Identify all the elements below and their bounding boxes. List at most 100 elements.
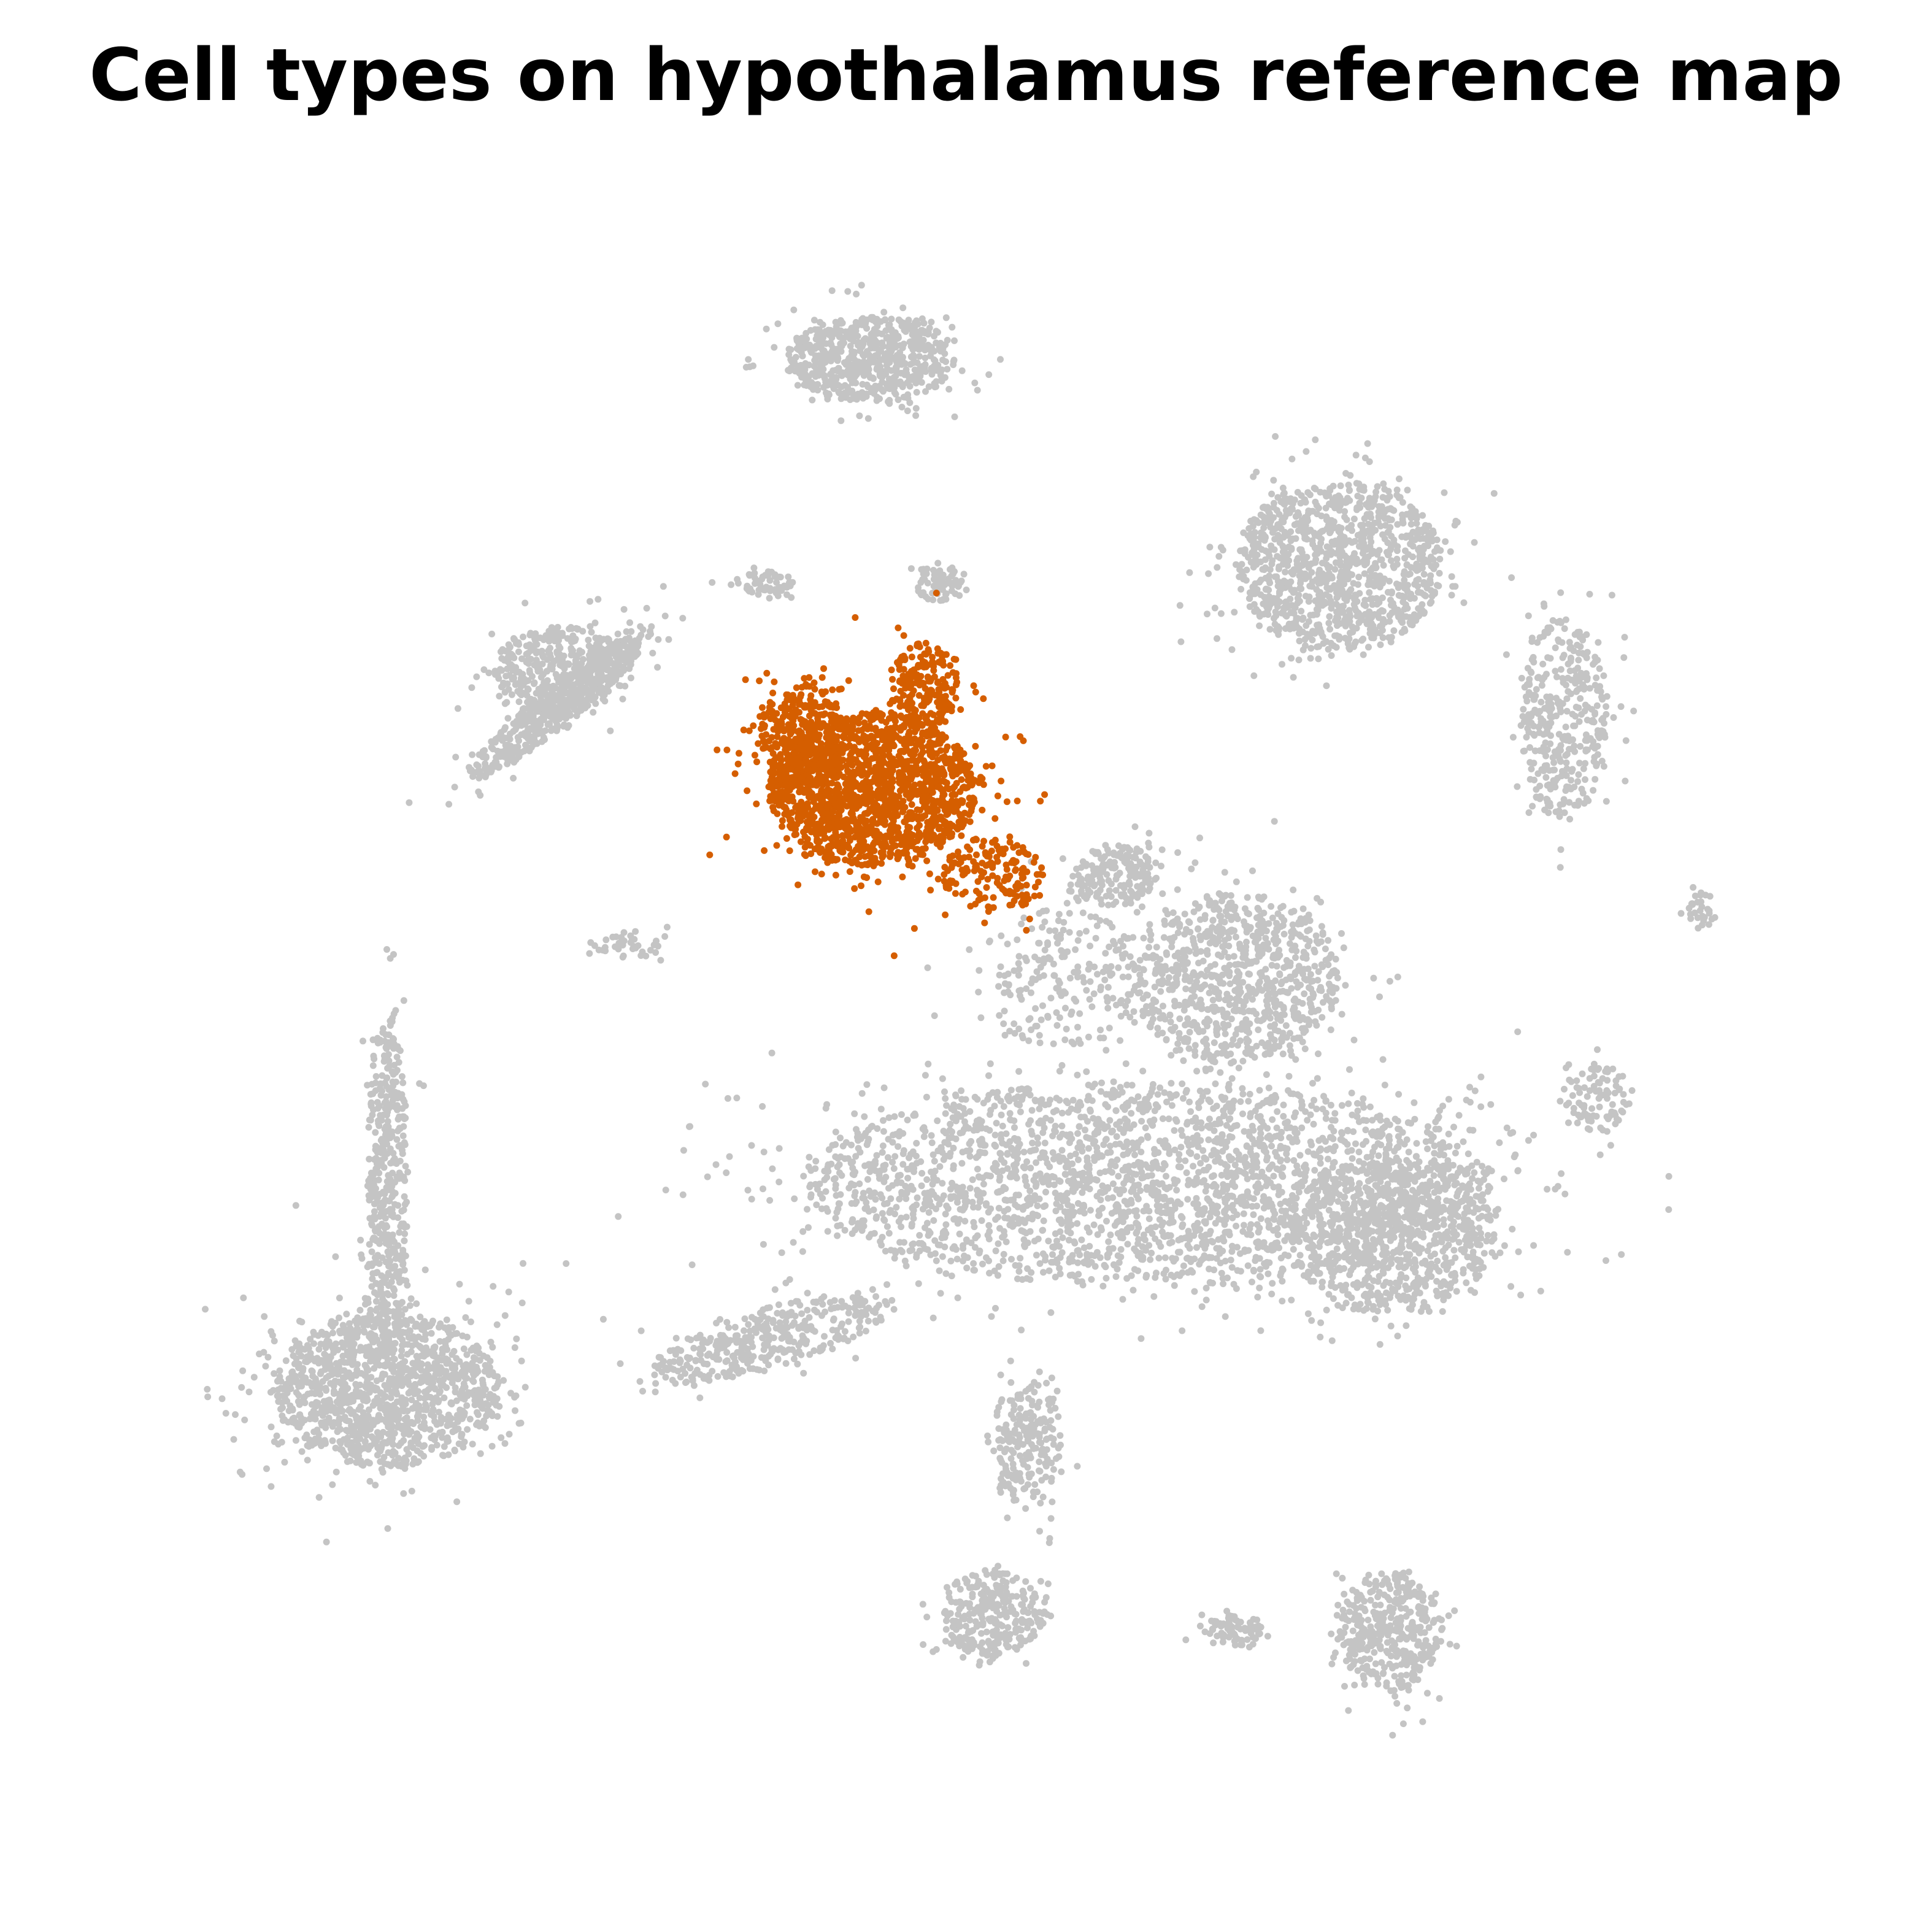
cell-point [443,1316,450,1323]
cell-point [1548,705,1555,712]
cell-point [479,1379,487,1387]
cell-point [358,1370,365,1377]
cell-point [1530,658,1538,666]
cell-point [491,668,499,675]
cell-point [1509,734,1517,741]
cell-point [531,736,538,744]
cell-point [514,749,521,756]
cell-point [526,631,534,639]
cell-point [1335,523,1342,531]
cell-point [660,583,667,590]
cell-point [394,1202,402,1209]
cell-point [1338,533,1345,539]
cell-point [774,320,782,328]
cell-point [1308,569,1315,576]
cell-point [1365,644,1372,651]
cell-point [1337,541,1345,548]
cell-point [1264,597,1272,604]
cell-point [368,1100,375,1107]
cell-point [905,317,912,324]
cell-point [385,1051,392,1058]
cell-point [328,1407,335,1414]
cell-point [512,664,520,671]
cell-point [401,1193,408,1200]
cell-point [1572,704,1580,710]
cell-point [514,688,521,695]
cell-point [417,1450,424,1457]
cell-point [1452,517,1460,525]
cell-point [347,1345,355,1353]
cell-point [1396,494,1404,501]
cell-point [1350,515,1358,523]
cell-point [373,1377,380,1385]
cell-point [1300,571,1307,578]
cell-point [1572,712,1579,720]
cell-point [1334,593,1341,601]
cell-point [468,684,475,691]
cell-point [380,1208,387,1215]
cell-point [1344,593,1351,601]
cell-point [538,738,545,745]
cell-point [329,1481,336,1488]
cell-point [380,1139,387,1147]
cell-point [1361,515,1368,522]
cell-point [1367,596,1374,603]
cell-point [296,1340,303,1347]
cell-point [1357,504,1364,511]
cell-point [428,1330,435,1337]
cell-point [907,565,915,572]
cell-point [1557,589,1564,596]
cell-point [1385,506,1391,513]
cell-point [1264,586,1271,593]
cell-point [799,352,806,360]
cell-point [1360,636,1367,642]
cell-point [356,1347,364,1354]
cell-point [631,637,639,644]
cell-point [388,1091,395,1099]
cell-point [963,587,970,593]
cell-point [398,1073,406,1080]
cell-point [298,1448,306,1455]
cell-point [344,1370,351,1377]
cell-point [1601,731,1608,738]
cell-point [401,1306,409,1313]
cell-point [498,733,505,740]
cell-point [1449,583,1457,590]
cell-point [504,715,512,722]
cell-point [356,1435,364,1442]
cell-point [517,670,525,677]
cell-point [449,1428,456,1436]
cell-point [1591,653,1599,661]
cell-point [481,1368,488,1375]
cell-point [906,399,914,406]
cell-point [931,333,937,340]
cell-point [336,1295,343,1302]
cell-point [1333,644,1340,651]
cell-point [381,1079,388,1087]
cell-point [1525,809,1533,816]
cell-point [431,1374,437,1382]
cell-point [512,1407,518,1414]
cell-point [1287,578,1295,585]
cell-point [230,1436,237,1443]
cell-point [1412,508,1419,515]
cell-point [1390,627,1398,634]
cell-point [1325,620,1333,627]
cell-point [462,1314,469,1321]
cell-point [388,1375,396,1382]
cell-point [1533,794,1540,801]
cell-point [1600,763,1607,770]
cell-point [1552,668,1559,675]
cell-point [385,1126,392,1133]
cell-point [1256,622,1263,629]
cell-point [864,365,872,372]
cell-point [1382,495,1390,502]
cell-point [1530,696,1538,703]
cell-point [329,1330,336,1337]
cell-point [1270,504,1277,511]
cell-point [369,1417,377,1424]
cell-point [444,1434,451,1441]
cell-point [417,1363,424,1370]
cell-point [365,1406,372,1414]
cell-point [312,1375,319,1382]
